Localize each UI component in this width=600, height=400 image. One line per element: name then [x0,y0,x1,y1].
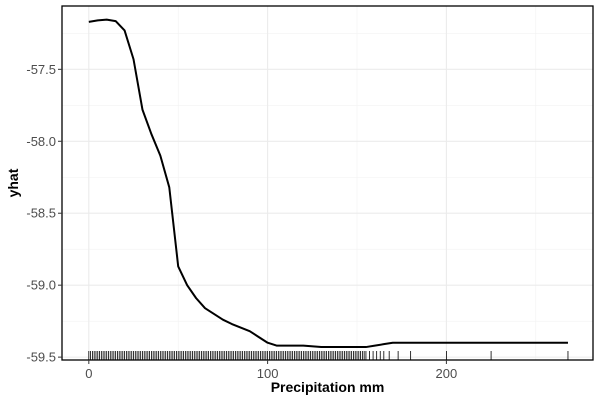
y-tick-label: -59.5 [26,350,56,365]
grid [62,6,593,360]
panel-border [61,5,594,361]
x-tick-label: 200 [436,366,458,381]
x-tick-label: 100 [257,366,279,381]
y-tick-label: -58.5 [26,206,56,221]
y-axis-title: yhat [5,168,21,197]
x-tick-label: 0 [85,366,92,381]
y-tick-label: -57.5 [26,62,56,77]
y-tick-label: -58.0 [26,134,56,149]
x-axis-ticks: 0 100 200 [85,360,457,381]
y-tick-label: -59.0 [26,278,56,293]
rug [88,351,569,360]
x-axis-title: Precipitation mm [271,379,385,395]
series-line [88,18,568,349]
y-axis-ticks: -57.5 -58.0 -58.5 -59.0 -59.5 [26,62,62,365]
series-layer [88,18,568,349]
